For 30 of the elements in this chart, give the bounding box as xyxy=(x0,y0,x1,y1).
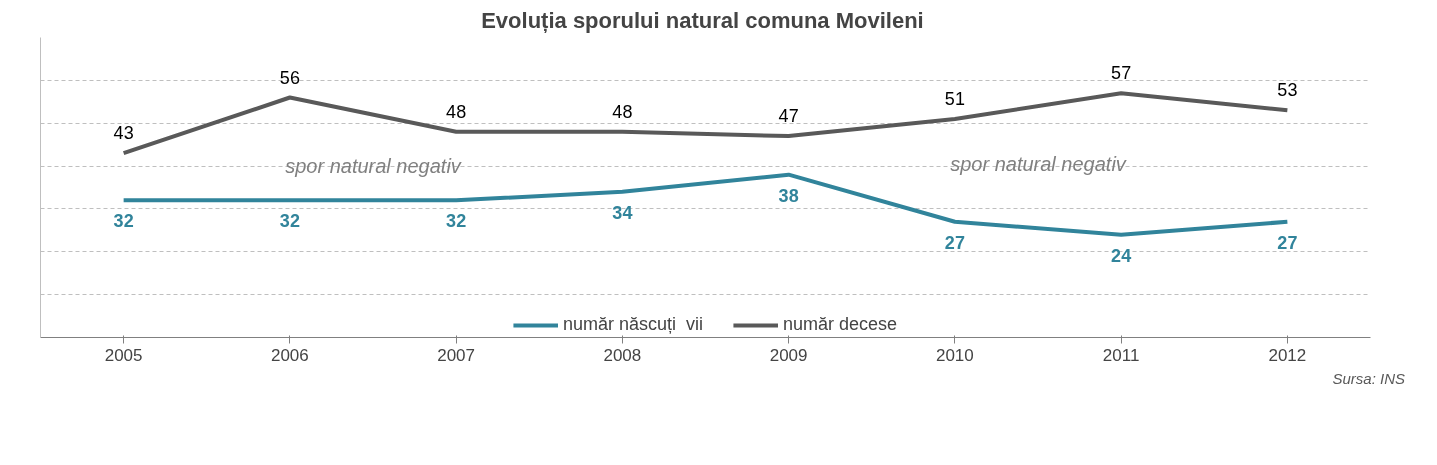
x-tick-label: 2010 xyxy=(935,345,974,365)
data-label: 32 xyxy=(446,211,467,232)
data-label: 32 xyxy=(113,211,134,232)
x-tick-label: 2007 xyxy=(437,345,476,365)
legend-label: număr născuți vii xyxy=(562,314,703,335)
text: Sursa: INS xyxy=(1332,369,1405,389)
data-label: 32 xyxy=(279,211,300,232)
data-label: 48 xyxy=(446,101,467,122)
x-tick-label: 2008 xyxy=(603,345,642,365)
legend-label: număr decese xyxy=(782,314,898,335)
data-label: 43 xyxy=(113,123,134,144)
data-label: 47 xyxy=(778,106,799,127)
data-label: 38 xyxy=(778,185,799,206)
data-label: 34 xyxy=(612,202,633,223)
chart-title: Evoluția sporului natural comuna Movileni xyxy=(481,7,924,33)
x-tick-label: 2006 xyxy=(270,345,309,365)
x-tick-label: 2011 xyxy=(1102,345,1140,365)
data-label: 57 xyxy=(1111,63,1132,84)
data-label: 51 xyxy=(944,88,965,109)
data-label: 48 xyxy=(612,101,633,122)
annotation: spor natural negativ xyxy=(950,152,1127,175)
x-tick-label: 2012 xyxy=(1268,345,1307,365)
x-tick-label: 2009 xyxy=(769,345,808,365)
data-label: 27 xyxy=(944,232,965,253)
data-label: 27 xyxy=(1277,232,1298,253)
data-label: 53 xyxy=(1277,80,1298,101)
data-label: 56 xyxy=(279,67,300,88)
annotation: spor natural negativ xyxy=(285,155,462,178)
data-label: 24 xyxy=(1111,245,1132,266)
x-tick-label: 2005 xyxy=(104,345,143,365)
